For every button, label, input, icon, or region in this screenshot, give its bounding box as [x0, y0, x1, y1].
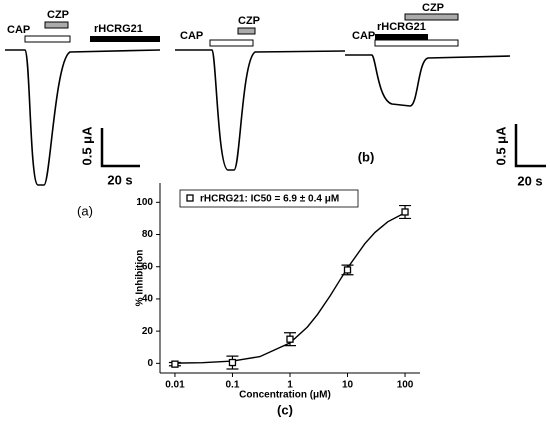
label: rHCRG21 [94, 23, 143, 35]
y-axis-label: % Inhibition [135, 250, 146, 307]
y-tick-label: 60 [142, 261, 154, 272]
scale-label: 0.5 μA [493, 126, 508, 166]
label: CZP [47, 9, 69, 21]
cap-bar [24, 35, 71, 43]
x-tick-label: 10 [342, 380, 354, 391]
y-tick-label: 80 [142, 229, 154, 240]
current-trace [345, 54, 511, 107]
panel-a: CAP CZP rHCRG21 0.5 μA 20 s (a) [5, 9, 161, 218]
x-tick-label: 1 [287, 380, 293, 391]
label: CAP [7, 24, 30, 36]
y-tick-label: 20 [142, 326, 154, 337]
dose-response-chart: Concentration (μM) % Inhibition (c) 0 20 4… [135, 183, 420, 417]
scale-label: 20 s [107, 172, 132, 187]
toxin-bar [375, 34, 428, 40]
current-trace [175, 49, 346, 171]
x-tick-label: 0.01 [165, 380, 185, 391]
current-trace [5, 49, 161, 186]
scale-bar [100, 128, 140, 168]
czp-bar [44, 21, 69, 29]
data-point [286, 335, 294, 343]
y-tick-label: 40 [142, 294, 154, 305]
y-tick-label: 0 [147, 358, 153, 369]
label: CAP [352, 30, 375, 42]
legend-label: rHCRG21: IC50 = 6.9 ± 0.4 μM [200, 194, 339, 205]
scale-bar [514, 124, 546, 168]
data-point [401, 208, 409, 216]
data-point [171, 360, 179, 368]
scale-label: 0.5 μA [79, 126, 94, 166]
caption: (a) [77, 203, 93, 218]
x-axis-label: Concentration (μM) [239, 390, 331, 401]
panel-b: CAP CZP CAP rHCRG21 CZP 0.5 μA 20 s (b) [175, 2, 546, 188]
data-point [343, 266, 352, 274]
y-tick-label: 100 [136, 197, 153, 208]
x-tick-label: 0.1 [226, 380, 240, 391]
scale-label: 20 s [517, 173, 542, 188]
label: CZP [422, 2, 444, 14]
czp-bar [237, 27, 256, 35]
cap-bar [209, 39, 254, 47]
label: CAP [180, 30, 203, 42]
label: rHCRG21 [377, 21, 426, 33]
legend-marker [186, 194, 194, 202]
cap-bar [374, 39, 459, 47]
legend-box [179, 189, 359, 208]
caption: (c) [277, 402, 293, 417]
czp-bar [404, 13, 459, 21]
caption: (b) [358, 149, 375, 164]
x-tick-label: 100 [397, 380, 414, 391]
fit-curve [174, 212, 406, 364]
data-point [228, 358, 237, 367]
label: CZP [238, 15, 260, 27]
toxin-bar [90, 36, 160, 42]
